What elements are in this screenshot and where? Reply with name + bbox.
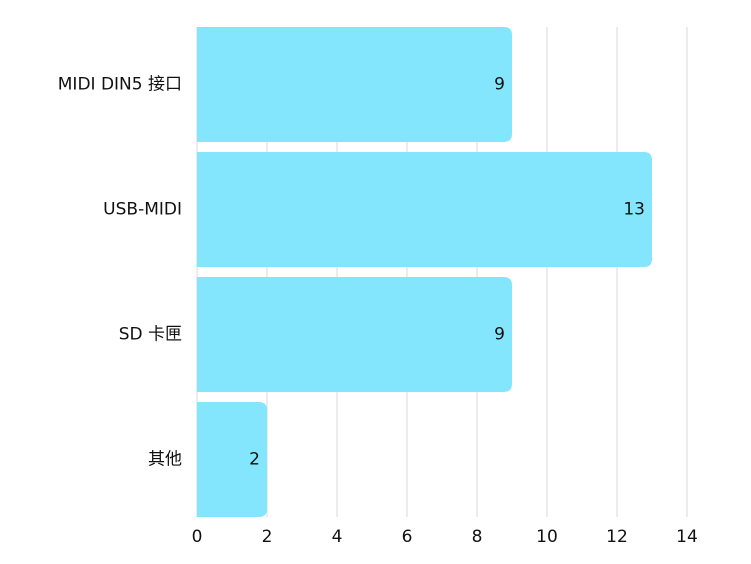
bar <box>197 152 652 267</box>
bar <box>197 402 267 517</box>
x-tick-label: 14 <box>676 527 698 547</box>
y-tick-label: MIDI DIN5 接口 <box>58 75 182 95</box>
x-tick-label: 8 <box>472 527 483 547</box>
value-label: 13 <box>623 200 645 220</box>
x-tick-label: 0 <box>192 527 203 547</box>
y-tick-label: 其他 <box>148 450 182 470</box>
x-tick-label: 10 <box>536 527 558 547</box>
bar <box>197 27 512 142</box>
y-tick-label: USB-MIDI <box>103 200 182 220</box>
x-tick-label: 6 <box>402 527 413 547</box>
bar <box>197 277 512 392</box>
x-tick-label: 2 <box>262 527 273 547</box>
y-tick-label: SD 卡匣 <box>119 325 182 345</box>
x-tick-label: 12 <box>606 527 628 547</box>
value-label: 9 <box>494 325 505 345</box>
value-label: 9 <box>494 75 505 95</box>
value-label: 2 <box>249 450 260 470</box>
x-tick-label: 4 <box>332 527 343 547</box>
